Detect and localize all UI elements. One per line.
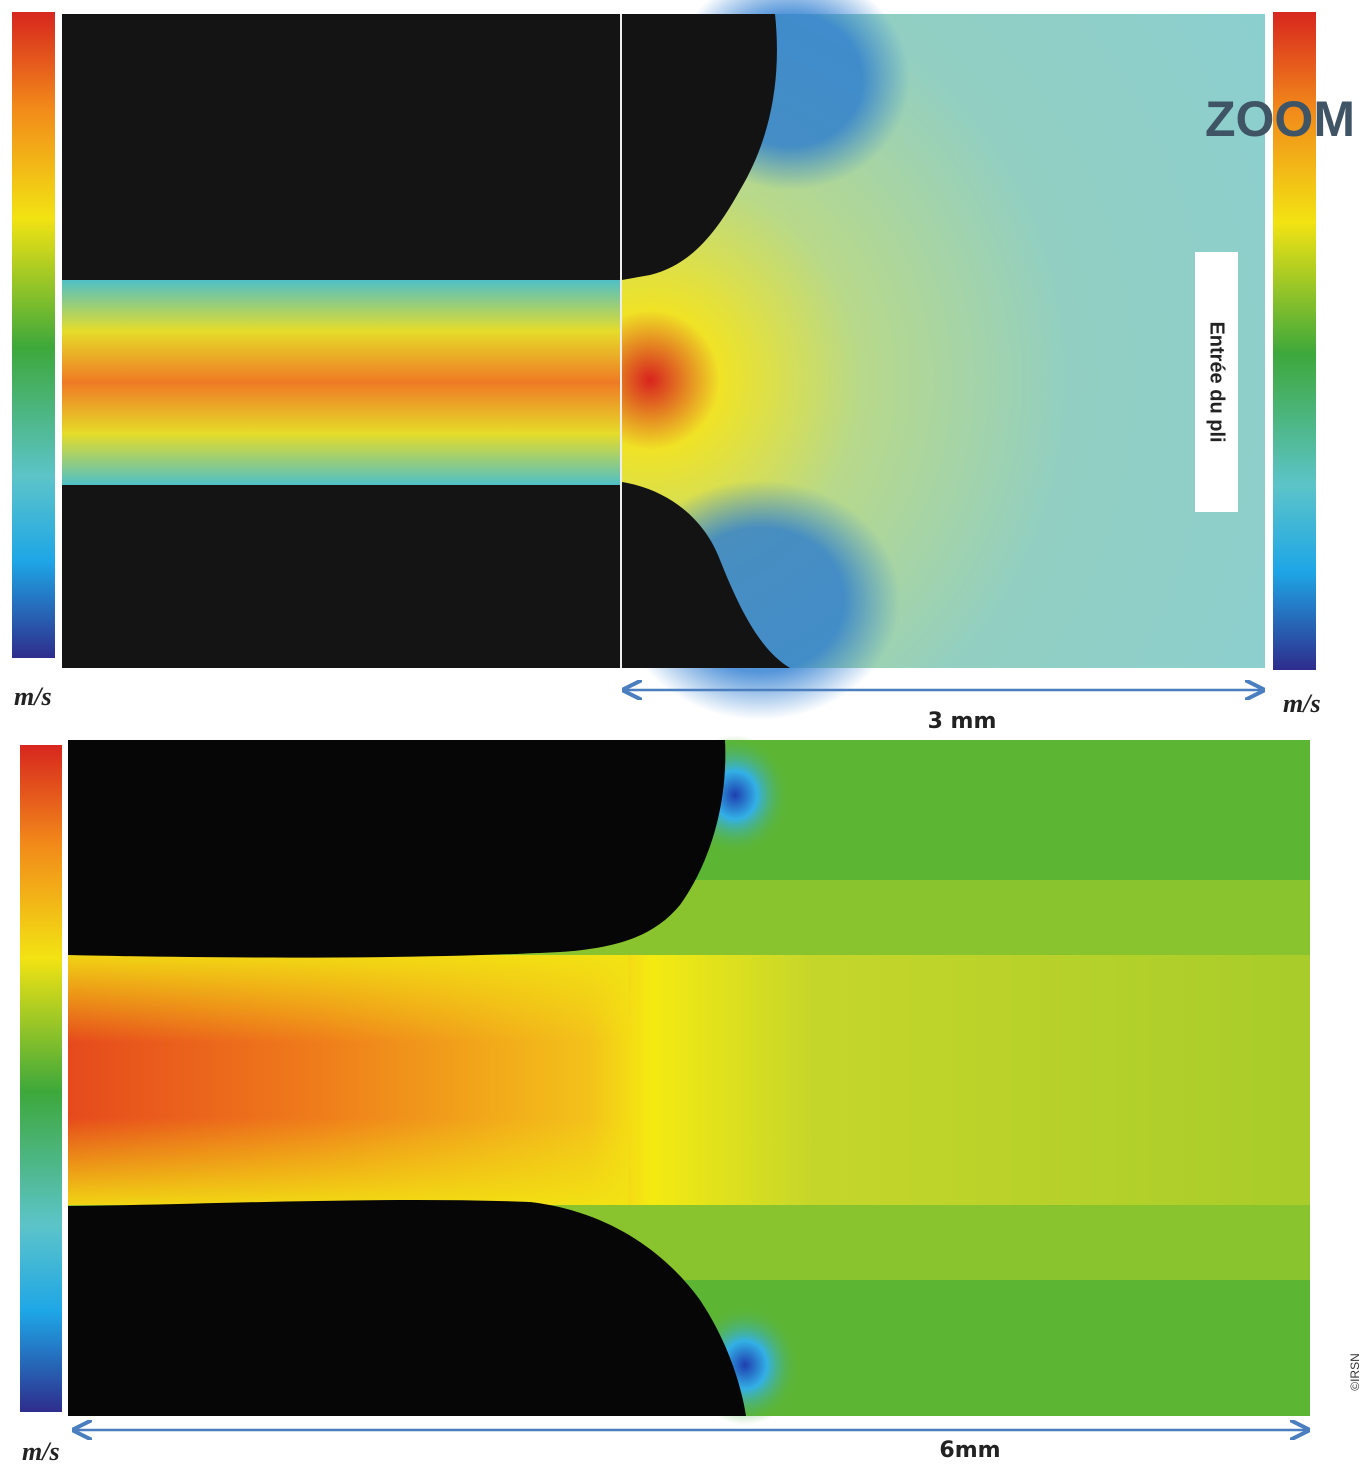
credit: ©IRSN — [1348, 1353, 1362, 1391]
colorbar — [12, 12, 55, 658]
unit-label: m/s — [22, 1437, 60, 1464]
jet-edge — [68, 955, 628, 1205]
figure: Entrée du pli ZOOM m/s m/s 3 mm m/s 6mm … — [0, 0, 1364, 1464]
colorbar — [20, 745, 62, 1412]
unit-label: m/s — [14, 682, 52, 711]
region-label: Entrée du pli — [1206, 321, 1228, 442]
zoom-badge: ZOOM — [1205, 91, 1355, 147]
wall — [68, 740, 725, 958]
unit-label: m/s — [1283, 689, 1321, 718]
page: {"zoom_badge": "ZOOM", "top_panel": {"le… — [0, 0, 1364, 1464]
jet-channel — [62, 280, 620, 485]
scale-label: 6mm — [939, 1438, 1000, 1463]
scale-label: 3 mm — [928, 709, 997, 734]
